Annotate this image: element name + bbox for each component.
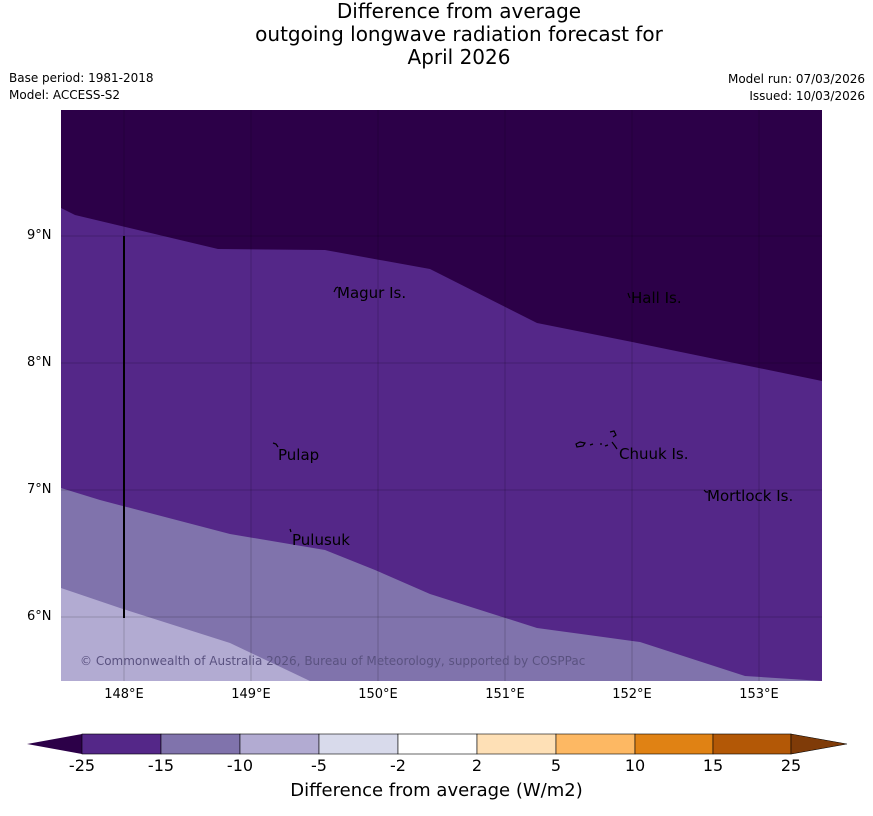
colorbar-tick-label: 2 xyxy=(471,756,483,775)
base-period: Base period: 1981-2018 xyxy=(9,71,154,85)
colorbar-segment-4 xyxy=(318,733,399,755)
copyright-notice: © Commonwealth of Australia 2026, Bureau… xyxy=(80,654,586,668)
title-line-2: outgoing longwave radiation forecast for xyxy=(255,22,663,46)
place-hall: Hall Is. xyxy=(631,289,682,307)
chart-title: Difference from average outgoing longwav… xyxy=(0,0,873,69)
hall-island xyxy=(627,292,631,299)
place-pulap: Pulap xyxy=(278,446,320,464)
lon-label-148e: 148°E xyxy=(104,687,144,702)
title-line-3: April 2026 xyxy=(407,45,511,69)
magur-island xyxy=(333,286,339,293)
colorbar-segment-3 xyxy=(239,733,320,755)
colorbar-tick-label: 15 xyxy=(702,756,724,775)
model-run: Model run: 07/03/2026 xyxy=(727,72,865,86)
title-line-1: Difference from average xyxy=(336,0,582,23)
meta-right: Model run: 07/03/2026 Issued: 10/03/2026 xyxy=(728,71,865,105)
lat-label-9n: 9°N xyxy=(27,228,52,243)
colorbar-high-extension xyxy=(790,733,848,755)
lat-label-6n: 6°N xyxy=(27,609,52,624)
place-mortlock: Mortlock Is. xyxy=(707,487,794,505)
issued-date: Issued: 10/03/2026 xyxy=(749,89,865,103)
pulap-island xyxy=(272,442,279,448)
colorbar-low-extension xyxy=(27,734,82,754)
colorbar-tick-label: -15 xyxy=(147,756,175,775)
lat-label-7n: 7°N xyxy=(27,482,52,497)
model-name: Model: ACCESS-S2 xyxy=(9,88,121,102)
lon-label-150e: 150°E xyxy=(358,687,398,702)
colorbar-tick-label: 5 xyxy=(550,756,562,775)
colorbar-tick-label: -25 xyxy=(68,756,96,775)
colorbar-segment-7 xyxy=(555,733,636,755)
colorbar-segment-5 xyxy=(397,733,478,755)
colorbar-segment-8 xyxy=(634,733,714,755)
colorbar-segment-1 xyxy=(81,733,162,755)
colorbar xyxy=(81,733,792,755)
island-outlines xyxy=(272,286,708,533)
colorbar-tick-label: -5 xyxy=(311,756,327,775)
pulusuk-island xyxy=(289,528,292,533)
lon-label-149e: 149°E xyxy=(231,687,271,702)
band-minus15-minus10 xyxy=(61,488,822,681)
place-magur: Magur Is. xyxy=(337,284,407,302)
lon-label-151e: 151°E xyxy=(485,687,525,702)
chuuk-lagoon xyxy=(575,430,618,450)
arrow-left-extension xyxy=(27,734,82,754)
colorbar-segment-9 xyxy=(712,733,792,755)
colorbar-segment-6 xyxy=(476,733,557,755)
map-field xyxy=(61,110,822,681)
colorbar-segment-2 xyxy=(160,733,241,755)
lon-label-152e: 152°E xyxy=(612,687,652,702)
colorbar-tick-label: -10 xyxy=(226,756,254,775)
lat-label-8n: 8°N xyxy=(27,355,52,370)
meta-left: Base period: 1981-2018 Model: ACCESS-S2 xyxy=(9,70,154,104)
lon-label-153e: 153°E xyxy=(739,687,779,702)
colorbar-tick-label: -2 xyxy=(390,756,406,775)
place-pulusuk: Pulusuk xyxy=(292,531,350,549)
mortlock-island xyxy=(703,489,708,493)
colorbar-tick-label: 25 xyxy=(780,756,802,775)
place-chuuk: Chuuk Is. xyxy=(619,445,689,463)
colorbar-title: Difference from average (W/m2) xyxy=(290,780,583,801)
colorbar-tick-label: 10 xyxy=(624,756,646,775)
